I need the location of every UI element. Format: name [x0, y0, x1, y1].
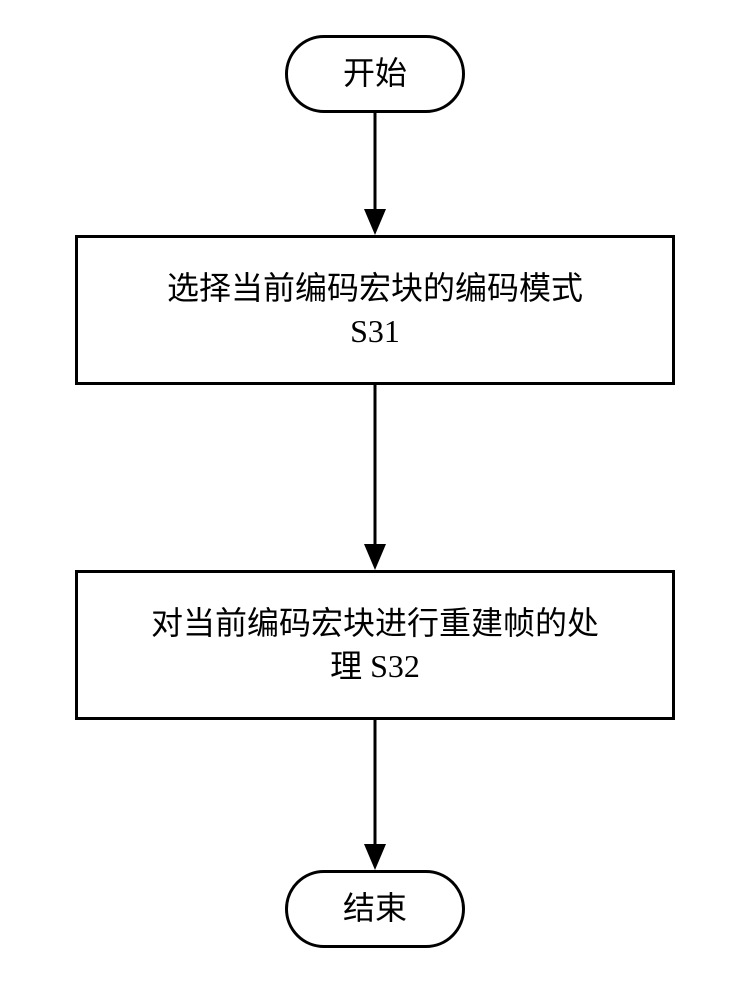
edges-layer — [0, 0, 750, 1000]
process-s31: 选择当前编码宏块的编码模式 S31 — [75, 235, 675, 385]
process-s32-label: 对当前编码宏块进行重建帧的处 理 S32 — [151, 602, 599, 688]
process-s31-label: 选择当前编码宏块的编码模式 S31 — [167, 267, 583, 353]
process-s32: 对当前编码宏块进行重建帧的处 理 S32 — [75, 570, 675, 720]
start-label: 开始 — [343, 52, 407, 95]
end-label: 结束 — [343, 887, 407, 930]
flowchart-canvas: 开始 选择当前编码宏块的编码模式 S31 对当前编码宏块进行重建帧的处 理 S3… — [0, 0, 750, 1000]
end-node: 结束 — [285, 870, 465, 948]
start-node: 开始 — [285, 35, 465, 113]
